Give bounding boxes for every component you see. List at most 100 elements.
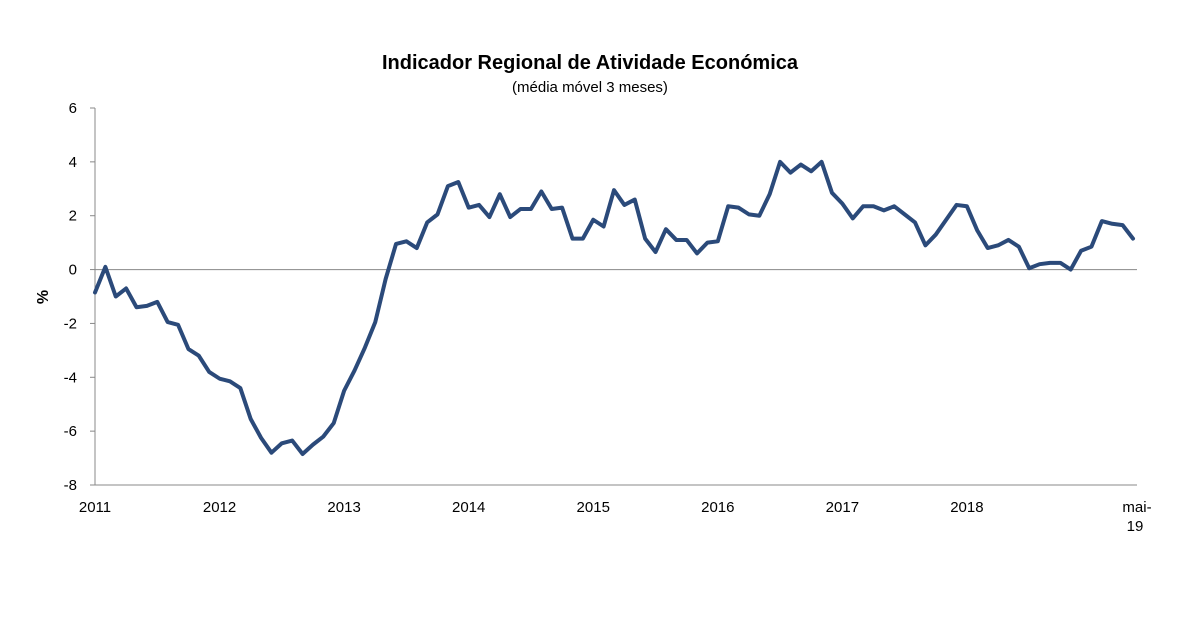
data-point [301,453,304,456]
data-point [332,422,335,425]
data-point [571,237,574,240]
x-tick-label: 2016 [701,499,734,516]
data-point [415,247,418,250]
data-point [696,252,699,255]
data-point [965,205,968,208]
data-point [633,198,636,201]
data-point [1007,238,1010,241]
data-point [955,203,958,206]
data-point [903,213,906,216]
data-point [197,354,200,357]
data-point [1132,237,1135,240]
data-point [654,251,657,254]
data-point [747,213,750,216]
data-point [1017,245,1020,248]
y-tick-label: 4 [69,154,77,171]
data-point [1080,249,1083,252]
data-point [810,170,813,173]
data-point [737,206,740,209]
data-point [529,207,532,210]
data-point [851,217,854,220]
y-tick-label: -4 [64,369,77,386]
data-point [249,418,252,421]
x-tick-label: mai-19 [1122,499,1151,535]
data-point [218,377,221,380]
data-point [478,203,481,206]
data-point [758,214,761,217]
y-tick-label: -6 [64,423,77,440]
data-point [353,369,356,372]
data-point [395,242,398,245]
data-point [893,205,896,208]
data-point [280,442,283,445]
data-point [581,237,584,240]
data-point [1100,220,1103,223]
data-point [872,205,875,208]
data-point [436,213,439,216]
data-point [550,207,553,210]
data-point [820,160,823,163]
data-point [270,451,273,454]
data-point [1111,222,1114,225]
data-point [644,237,647,240]
data-point [228,380,231,383]
data-point [685,238,688,241]
data-point [664,228,667,231]
data-point [768,193,771,196]
y-tick-label: 2 [69,208,77,225]
data-point [374,321,377,324]
data-point [799,163,802,166]
data-point [509,216,512,219]
data-point [561,206,564,209]
data-point [363,346,366,349]
data-point [914,221,917,224]
data-point [1121,224,1124,227]
x-tick-label: 2012 [203,499,236,516]
data-point [467,206,470,209]
data-point [976,229,979,232]
data-point [145,304,148,307]
y-axis-label: % [35,290,52,304]
data-point [924,244,927,247]
data-point [1038,263,1041,266]
chart-title: Indicador Regional de Atividade Económic… [381,52,798,74]
x-tick-label: 2011 [79,499,111,516]
data-point [519,207,522,210]
y-tick-label: 6 [69,100,77,117]
data-point [1069,268,1072,271]
x-tick-label: 2014 [452,499,485,516]
data-point [602,225,605,228]
data-point [1059,261,1062,264]
data-point [1028,267,1031,270]
data-point [187,348,190,351]
data-point [1090,245,1093,248]
data-point [114,295,117,298]
data-point [945,218,948,221]
data-point [446,185,449,188]
data-point [706,241,709,244]
data-point [166,321,169,324]
data-point [457,181,460,184]
data-point [789,171,792,174]
data-point [208,370,211,373]
series-line [93,159,1135,457]
data-point [311,443,314,446]
data-point [488,216,491,219]
data-point [156,300,159,303]
data-point [322,435,325,438]
data-point [716,240,719,243]
data-point [177,323,180,326]
data-point [498,193,501,196]
data-point [426,221,429,224]
data-point [291,439,294,442]
y-tick-label: -2 [64,315,77,332]
x-tick-label: 2017 [826,499,859,516]
data-point [384,277,387,280]
data-point [104,265,107,268]
data-point [613,189,616,192]
data-point [997,244,1000,247]
data-point [986,247,989,250]
data-point [623,203,626,206]
